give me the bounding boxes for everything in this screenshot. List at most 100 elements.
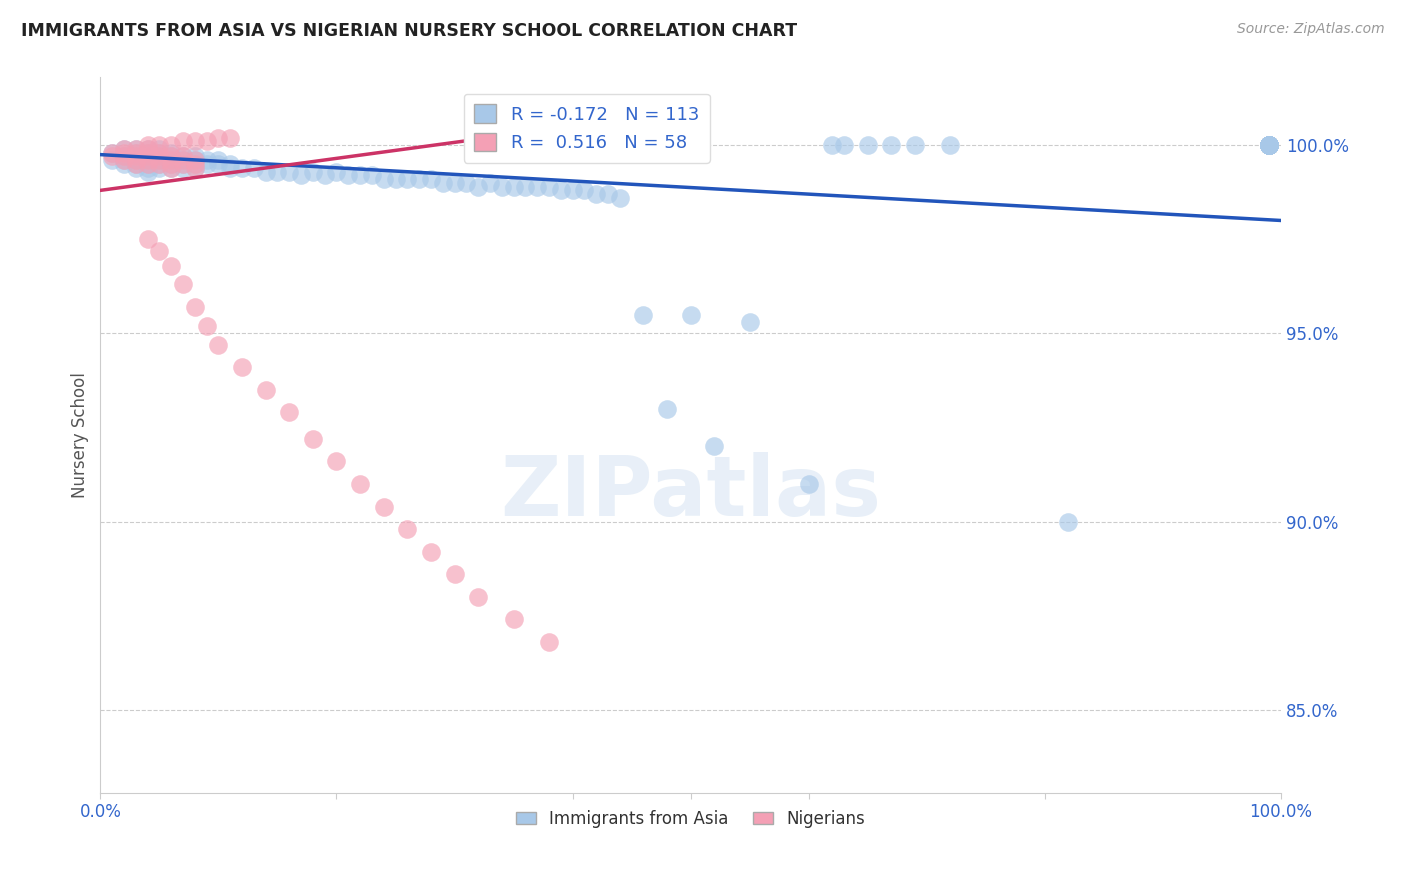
Point (1258, 138, 1281, 153)
Point (172, 153, 194, 168)
Point (419, 545, 441, 559)
Point (184, 157, 207, 171)
Point (207, 157, 229, 171)
Point (537, 635, 560, 649)
Point (655, 401, 678, 416)
Point (550, 183, 572, 197)
Point (278, 164, 301, 178)
Point (101, 153, 124, 168)
Point (136, 138, 159, 153)
Point (148, 157, 170, 171)
Point (1258, 138, 1281, 153)
Point (443, 176, 465, 190)
Point (148, 145, 170, 160)
Point (243, 161, 266, 175)
Point (112, 142, 135, 156)
Point (148, 138, 170, 153)
Point (148, 153, 170, 168)
Point (478, 176, 501, 190)
Point (148, 153, 170, 168)
Text: IMMIGRANTS FROM ASIA VS NIGERIAN NURSERY SCHOOL CORRELATION CHART: IMMIGRANTS FROM ASIA VS NIGERIAN NURSERY… (21, 22, 797, 40)
Point (278, 405, 301, 419)
Point (633, 308, 655, 322)
Point (148, 142, 170, 156)
Point (1258, 138, 1281, 153)
Point (231, 161, 253, 175)
Point (384, 172, 406, 186)
Point (1258, 138, 1281, 153)
Point (112, 149, 135, 163)
Point (515, 179, 537, 194)
Point (160, 157, 183, 171)
Point (1258, 138, 1281, 153)
Text: Source: ZipAtlas.com: Source: ZipAtlas.com (1237, 22, 1385, 37)
Point (1258, 138, 1281, 153)
Point (574, 183, 596, 197)
Point (337, 169, 360, 183)
Point (136, 157, 159, 171)
Point (125, 161, 148, 175)
Point (195, 157, 218, 171)
Point (703, 439, 725, 453)
Point (136, 145, 159, 160)
Point (112, 153, 135, 168)
Point (160, 149, 183, 163)
Point (112, 149, 135, 163)
Point (1258, 138, 1281, 153)
Point (125, 157, 148, 171)
Point (537, 179, 560, 194)
Point (1258, 138, 1281, 153)
Point (1057, 515, 1080, 529)
Point (172, 135, 194, 149)
Point (1258, 138, 1281, 153)
Point (148, 157, 170, 171)
Point (373, 500, 395, 514)
Point (1258, 138, 1281, 153)
Point (184, 157, 207, 171)
Point (101, 145, 124, 160)
Point (349, 169, 371, 183)
Point (502, 179, 524, 194)
Point (526, 179, 548, 194)
Point (797, 477, 820, 491)
Point (467, 179, 489, 194)
Point (679, 308, 702, 322)
Point (491, 179, 513, 194)
Point (408, 172, 430, 186)
Point (207, 337, 229, 351)
Point (396, 522, 419, 536)
Point (136, 164, 159, 178)
Point (419, 172, 441, 186)
Point (125, 149, 148, 163)
Point (172, 149, 194, 163)
Point (1258, 138, 1281, 153)
Point (195, 153, 218, 168)
Point (184, 153, 207, 168)
Point (832, 138, 855, 153)
Point (302, 164, 325, 178)
Legend: Immigrants from Asia, Nigerians: Immigrants from Asia, Nigerians (509, 803, 872, 834)
Point (136, 232, 159, 246)
Point (136, 142, 159, 156)
Point (467, 590, 489, 604)
Point (880, 138, 903, 153)
Point (184, 135, 207, 149)
Point (254, 383, 277, 397)
Point (125, 153, 148, 168)
Point (195, 318, 218, 333)
Point (1258, 138, 1281, 153)
Point (172, 149, 194, 163)
Point (172, 277, 194, 292)
Point (1258, 138, 1281, 153)
Point (136, 142, 159, 156)
Point (1258, 138, 1281, 153)
Point (1258, 138, 1281, 153)
Point (136, 153, 159, 168)
Point (219, 161, 242, 175)
Point (148, 161, 170, 175)
Point (1258, 138, 1281, 153)
Point (172, 157, 194, 171)
Point (219, 157, 242, 171)
Point (136, 153, 159, 168)
Point (125, 145, 148, 160)
